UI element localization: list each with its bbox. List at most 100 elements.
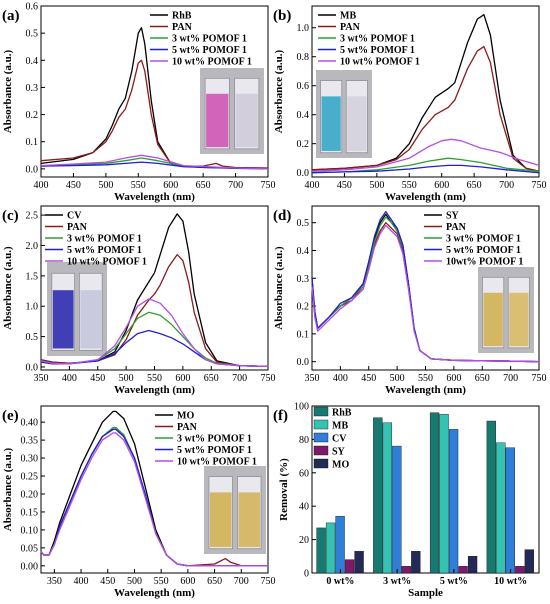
legend-label: RhB [172, 11, 192, 22]
panel-label: (c) [2, 208, 19, 224]
y-tick-label: 0.8 [297, 52, 310, 63]
legend-label: 5 wt% POMOF 1 [446, 245, 521, 256]
x-tick-label: 500 [127, 576, 142, 587]
x-tick-label: 400 [34, 180, 49, 191]
y-tick-label: 60 [299, 468, 309, 479]
panel-4: (d) 350 400 450 500 550 600 650 700 750 0.0 0.1 0.2 0… [273, 205, 547, 396]
x-tick-label: 500 [390, 373, 405, 384]
y-tick-label: 0.0 [297, 168, 310, 179]
bar-mo-2 [411, 551, 421, 574]
y-tick-label: 0 [304, 569, 309, 580]
panel-label: (b) [273, 8, 291, 24]
vial-photo-inset [47, 262, 107, 356]
vial-photo-inset [478, 267, 534, 353]
y-tick-label: 0.10 [21, 525, 39, 536]
legend-label: 5 wt% POMOF 1 [67, 245, 142, 256]
x-tick-label: 750 [261, 180, 276, 191]
bar-mb-3 [439, 414, 449, 574]
legend-swatch [313, 432, 329, 443]
category-label: 0 wt% [326, 576, 354, 587]
y-tick-label: 0.1 [297, 329, 310, 340]
y-tick-label: 0.4 [26, 56, 39, 67]
panel-2: (b) 400 450 500 550 600 650 700 750 0.0 0.2 0.4 0.6 0… [273, 5, 547, 203]
category-label: 10 wt% [494, 576, 527, 587]
x-tick-label: 700 [232, 373, 247, 384]
x-tick-label: 650 [204, 373, 219, 384]
series-line-5 [40, 298, 269, 368]
x-tick-label: 450 [100, 576, 115, 587]
panel-label: (f) [273, 408, 288, 424]
x-tick-label: 700 [228, 180, 243, 191]
left-vial-liquid [52, 290, 74, 349]
bar-sy-4 [515, 566, 525, 574]
y-tick-label: 0.6 [26, 2, 39, 13]
x-axis-title: Wavelength (nm) [385, 384, 466, 396]
bar-cv-3 [448, 429, 459, 574]
x-tick-label: 750 [532, 373, 547, 384]
x-tick-label: 400 [74, 576, 89, 587]
series-line-4 [311, 164, 540, 174]
series-line-2 [311, 45, 540, 172]
y-tick-label: 0.5 [26, 29, 39, 40]
legend-label: 3 wt% POMOF 1 [67, 234, 142, 245]
y-axis-title: Absorbance (a.u.) [2, 246, 14, 330]
y-axis-title: Removal (%) [278, 458, 290, 521]
legend-label: RhB [332, 408, 352, 419]
x-tick-label: 550 [418, 373, 433, 384]
x-tick-label: 450 [361, 373, 376, 384]
legend-swatch [313, 406, 329, 417]
bar-rhb-3 [429, 412, 440, 574]
legend-label: 3 wt% POMOF 1 [446, 234, 521, 245]
legend-label: PAN [67, 222, 88, 233]
bar-rhb-4 [486, 420, 496, 574]
legend-label: MB [340, 11, 356, 22]
y-tick-label: 0.5 [297, 218, 310, 229]
x-tick-label: 550 [402, 180, 417, 191]
legend-label: MO [177, 411, 194, 422]
legend-label: PAN [177, 422, 198, 433]
x-tick-label: 750 [261, 373, 276, 384]
y-tick-label: 1.0 [297, 23, 310, 34]
bar-sy-2 [401, 566, 411, 574]
x-tick-label: 500 [369, 180, 384, 191]
left-vial-liquid [321, 96, 341, 151]
legend-label: 3 wt% POMOF 1 [172, 34, 247, 45]
x-tick-label: 400 [305, 180, 320, 191]
x-tick-label: 600 [163, 180, 178, 191]
bar-rhb-2 [373, 417, 383, 574]
legend-label: PAN [172, 22, 193, 33]
series-line-2 [40, 59, 269, 169]
right-vial-liquid [238, 492, 261, 547]
vial-photo-inset [200, 68, 264, 154]
x-tick-label: 650 [207, 576, 222, 587]
legend-label: SY [446, 211, 460, 222]
panel-1: (a) 400 450 500 550 600 650 700 750 0.0 0.1 0.2 0.3 0… [2, 2, 276, 204]
legend-label: 3 wt% POMOF 1 [340, 34, 415, 45]
y-tick-label: 40 [299, 502, 309, 513]
x-tick-label: 650 [475, 373, 490, 384]
x-tick-label: 750 [261, 576, 276, 587]
left-vial-liquid [206, 93, 229, 148]
x-axis-title: Wavelength (nm) [114, 587, 195, 599]
y-tick-label: 0.40 [21, 418, 39, 429]
legend-label: CV [332, 434, 347, 445]
plot-frame [40, 405, 269, 574]
x-tick-label: 350 [305, 373, 320, 384]
legend-swatch [313, 445, 329, 456]
series-line-3 [311, 157, 540, 174]
y-tick-label: 0.35 [21, 436, 39, 447]
x-axis-title: Wavelength (nm) [114, 384, 195, 396]
x-axis-title: Wavelength (nm) [385, 191, 466, 203]
x-tick-label: 650 [196, 180, 211, 191]
y-axis-title: Absorbance (a.u.) [2, 49, 14, 133]
y-tick-label: 0.05 [21, 543, 39, 554]
x-axis-title: Wavelength (nm) [114, 191, 195, 203]
legend-label: 10wt% POMOF 1 [446, 257, 523, 268]
legend-label: 10 wt% POMOF 1 [67, 257, 147, 268]
category-label: 5 wt% [440, 576, 468, 587]
y-tick-label: 0.2 [297, 139, 310, 150]
right-vial-liquid [347, 96, 367, 151]
y-tick-label: 1.0 [26, 302, 39, 313]
bar-sy-1 [344, 559, 355, 574]
